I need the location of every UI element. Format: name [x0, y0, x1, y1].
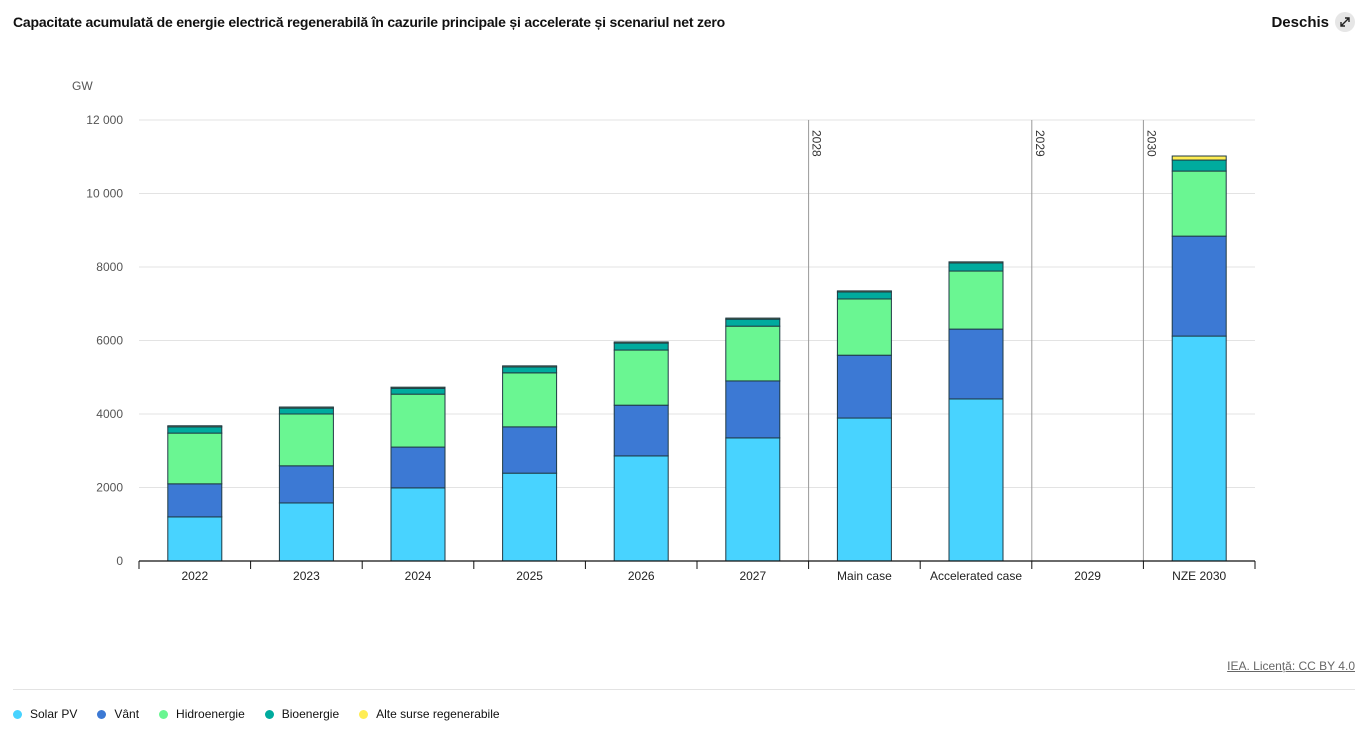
bar-segment-solar-pv[interactable] — [278, 502, 334, 562]
x-tick-label: 2023 — [293, 569, 320, 583]
legend-item[interactable]: Bioenergie — [264, 707, 340, 721]
bar-segment-bioenergie[interactable] — [390, 387, 446, 395]
open-label: Deschis — [1271, 13, 1329, 31]
legend-item[interactable]: Solar PV — [13, 707, 77, 721]
x-axis: 2022 2023 2024 2025 2026 2027 Main case Acceler… — [138, 560, 1256, 583]
bar-segment-alte-surse-regenerabile[interactable] — [390, 386, 446, 389]
x-tick-label: 2025 — [516, 569, 543, 583]
bar-segment-v-nt[interactable] — [725, 380, 781, 439]
legend-label: Solar PV — [30, 707, 78, 721]
bar-segment-solar-pv[interactable] — [167, 516, 223, 562]
bar-segment-v-nt[interactable] — [278, 465, 334, 504]
bar-segment-v-nt[interactable] — [502, 426, 558, 474]
legend-dot-icon — [13, 709, 22, 719]
gridlines: 0 2000 4000 6000 8000 10 000 12 000 — [86, 113, 1255, 568]
bar-segment-solar-pv[interactable] — [1171, 335, 1227, 562]
bar-segment-bioenergie[interactable] — [167, 426, 223, 434]
bar-segment-bioenergie[interactable] — [278, 407, 334, 415]
bar-segment-v-nt[interactable] — [167, 483, 223, 518]
expand-icon — [1335, 12, 1355, 32]
y-tick-label: 12 000 — [86, 113, 123, 127]
y-tick-label: 8000 — [96, 260, 123, 274]
group-markers: 2028 2029 2030 — [808, 120, 1158, 561]
legend-dot-icon — [159, 709, 169, 719]
bar-segment-bioenergie[interactable] — [836, 291, 892, 300]
x-tick-label: Main case — [837, 569, 892, 583]
legend-label: Alte surse regenerabile — [376, 707, 500, 721]
license-link[interactable]: IEA. Licență: CC BY 4.0 — [1227, 659, 1355, 673]
bar-segment-bioenergie[interactable] — [502, 366, 558, 374]
bar-segment-solar-pv[interactable] — [613, 455, 669, 562]
legend-label: Hidroenergie — [176, 707, 245, 721]
bar-segment-alte-surse-regenerabile[interactable] — [725, 317, 781, 320]
legend-item[interactable]: Alte surse regenerabile — [359, 707, 500, 721]
legend-divider — [13, 689, 1355, 690]
legend-label: Bioenergie — [281, 707, 340, 721]
bars — [167, 155, 1227, 562]
bar-segment-solar-pv[interactable] — [502, 472, 558, 562]
bar-segment-solar-pv[interactable] — [836, 417, 892, 562]
x-tick-label: 2024 — [405, 569, 432, 583]
bar-segment-bioenergie[interactable] — [948, 262, 1004, 272]
bar-segment-hidroenergie[interactable] — [948, 270, 1004, 330]
legend-item[interactable]: Hidroenergie — [159, 707, 245, 721]
x-tick-label: 2026 — [628, 569, 655, 583]
bar-segment-hidroenergie[interactable] — [390, 393, 446, 448]
y-tick-label: 0 — [116, 554, 123, 568]
year-marker-label: 2028 — [810, 130, 824, 157]
y-tick-label: 10 000 — [86, 187, 123, 201]
bar-segment-alte-surse-regenerabile[interactable] — [502, 365, 558, 368]
bar-segment-bioenergie[interactable] — [725, 318, 781, 327]
bar-segment-hidroenergie[interactable] — [836, 298, 892, 356]
year-marker-label: 2030 — [1144, 130, 1158, 157]
bar-segment-hidroenergie[interactable] — [1171, 170, 1227, 237]
bar-segment-v-nt[interactable] — [390, 446, 446, 489]
x-tick-label: 2027 — [739, 569, 766, 583]
x-tick-label: 2029 — [1074, 569, 1101, 583]
bar-segment-alte-surse-regenerabile[interactable] — [613, 341, 669, 344]
bar-segment-v-nt[interactable] — [948, 328, 1004, 400]
y-tick-label: 4000 — [96, 407, 123, 421]
bar-segment-v-nt[interactable] — [1171, 235, 1227, 337]
bar-segment-bioenergie[interactable] — [613, 342, 669, 351]
bar-segment-hidroenergie[interactable] — [613, 349, 669, 406]
legend-dot-icon — [97, 709, 107, 719]
legend-label: Vânt — [114, 707, 140, 721]
x-tick-label: NZE 2030 — [1172, 569, 1226, 583]
bar-segment-alte-surse-regenerabile[interactable] — [278, 406, 334, 409]
bar-segment-alte-surse-regenerabile[interactable] — [167, 425, 223, 428]
chart-title: Capacitate acumulată de energie electric… — [13, 14, 725, 30]
y-tick-label: 2000 — [96, 481, 123, 495]
y-axis-unit: GW — [72, 79, 93, 93]
year-marker-label: 2029 — [1033, 130, 1047, 157]
bar-segment-alte-surse-regenerabile[interactable] — [948, 261, 1004, 264]
bar-segment-solar-pv[interactable] — [725, 437, 781, 562]
legend: Solar PV Vânt Hidroenergie Bioenergie Alte s… — [13, 707, 500, 721]
bar-segment-hidroenergie[interactable] — [502, 372, 558, 428]
bar-segment-solar-pv[interactable] — [390, 487, 446, 562]
bar-segment-hidroenergie[interactable] — [725, 325, 781, 382]
y-tick-label: 6000 — [96, 334, 123, 348]
x-tick-label: 2022 — [181, 569, 208, 583]
bar-segment-bioenergie[interactable] — [1171, 159, 1227, 172]
legend-item[interactable]: Vânt — [97, 707, 139, 721]
open-button[interactable]: Deschis — [1271, 12, 1355, 32]
legend-dot-icon — [359, 709, 369, 719]
bar-segment-solar-pv[interactable] — [948, 398, 1004, 562]
bar-segment-alte-surse-regenerabile[interactable] — [1171, 155, 1227, 161]
bar-segment-v-nt[interactable] — [613, 404, 669, 457]
bar-segment-v-nt[interactable] — [836, 354, 892, 419]
legend-dot-icon — [264, 709, 274, 719]
bar-segment-hidroenergie[interactable] — [167, 432, 223, 485]
bar-segment-hidroenergie[interactable] — [278, 413, 334, 467]
x-tick-label: Accelerated case — [930, 569, 1022, 583]
bar-segment-alte-surse-regenerabile[interactable] — [836, 290, 892, 293]
